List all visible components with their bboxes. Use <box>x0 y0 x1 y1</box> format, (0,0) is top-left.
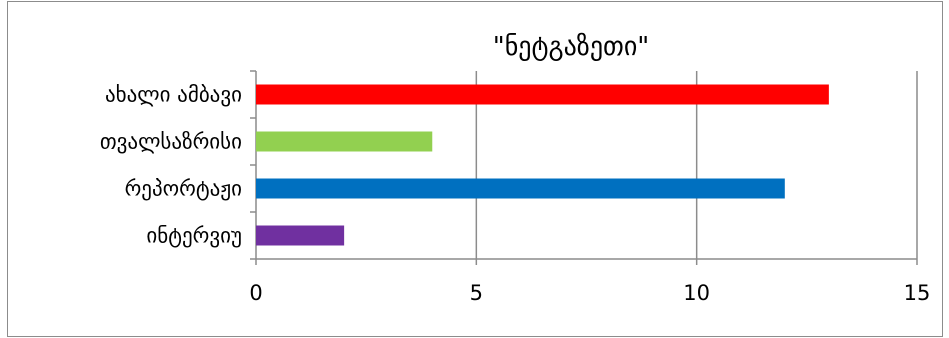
bar-0 <box>256 84 829 105</box>
x-tick-label: 10 <box>683 281 710 305</box>
x-tick-label: 15 <box>904 281 931 305</box>
tick-labels: 0 5 10 15 <box>249 281 930 305</box>
bar-3 <box>256 225 345 246</box>
category-label: თვალსაზრისი <box>100 130 242 154</box>
category-label: ახალი ამბავი <box>105 83 242 107</box>
chart-title: "ნეტგაზეთი" <box>493 32 650 62</box>
category-label: რეპორტაჟი <box>125 177 242 201</box>
bar-2 <box>256 178 785 199</box>
x-tick-label: 5 <box>470 281 483 305</box>
bar-1 <box>256 131 433 152</box>
bar-chart: "ნეტგაზეთი" ახალი ამბავი თვალსაზრისი რეპორ… <box>100 32 931 305</box>
chart-frame: "ნეტგაზეთი" ახალი ამბავი თვალსაზრისი რეპორ… <box>7 1 943 337</box>
x-tick-label: 0 <box>249 281 262 305</box>
bars <box>256 84 829 246</box>
category-label: ინტერვიუ <box>146 224 242 248</box>
category-labels: ახალი ამბავი თვალსაზრისი რეპორტაჟი ინტერვიუ <box>100 83 242 248</box>
